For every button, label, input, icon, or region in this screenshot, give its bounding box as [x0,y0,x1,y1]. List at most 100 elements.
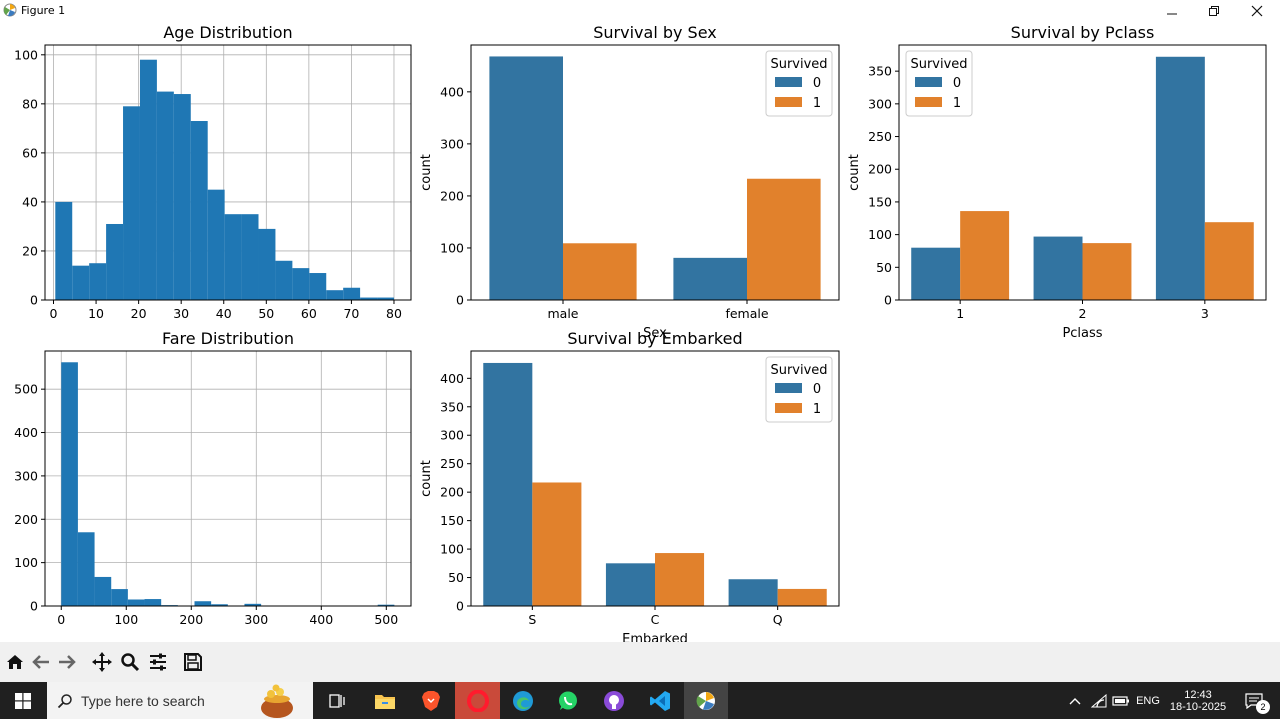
survival-by-embarked-ylabel: count [419,460,434,497]
age-distribution-xtick-label: 50 [258,306,274,321]
fare-distribution-bar [194,601,212,606]
notification-badge: 2 [1256,700,1270,714]
survival-by-pclass-legend-title: Survived [910,57,967,72]
battery-icon [1112,695,1129,706]
figure-canvas[interactable]: 0 10 20 30 40 50 60 70 80 0 20 40 60 80 100 Age Distrib… [0,22,1280,647]
matplotlib-taskbar-icon [696,691,715,710]
show-hidden-icons-button[interactable] [1064,682,1086,719]
folder-icon [375,694,395,709]
language-indicator[interactable]: ENG [1136,694,1160,707]
python-figure-button[interactable] [684,682,728,719]
survival-by-sex-xtick-label: male [548,306,579,321]
survival-by-pclass-ytick-label: 150 [868,194,892,209]
github-desktop-button[interactable] [593,682,635,719]
age-distribution-bar [258,228,276,300]
coin-pot-icon [261,684,293,718]
survival-by-sex-title: Survival by Sex [593,23,717,42]
search-placeholder: Type here to search [81,692,205,709]
age-distribution-bar [207,189,225,300]
edge-browser-button[interactable] [502,682,544,719]
survival-by-sex-ytick-label: 100 [440,240,464,255]
brave-browser-button[interactable] [410,682,452,719]
age-distribution-title: Age Distribution [163,23,292,42]
zoom-icon [121,653,140,672]
battery-button[interactable] [1110,682,1132,719]
age-distribution-ytick-label: 80 [22,96,38,111]
start-button[interactable] [0,682,46,719]
age-distribution-bar [343,287,361,300]
home-icon [7,655,23,669]
survival-by-sex-legend-label-0: 0 [813,76,821,91]
pan-icon [92,652,112,672]
survival-by-pclass-bar-2-1 [1082,243,1132,300]
window-titlebar: Figure 1 [0,0,1280,22]
opera-browser-button[interactable] [455,682,500,719]
opera-icon [466,689,489,712]
vscode-button[interactable] [639,682,681,719]
survival-by-pclass-ytick-label: 0 [884,293,892,308]
zoom-button[interactable] [118,650,142,674]
whatsapp-icon [559,691,577,710]
search-icon [57,693,72,708]
survival-by-embarked-title: Survival by Embarked [567,329,742,348]
survival-by-pclass-xtick-label: 2 [1079,306,1087,321]
vscode-icon [650,690,670,711]
forward-button[interactable] [55,650,79,674]
clock[interactable]: 12:43 18-10-2025 [1166,682,1230,719]
survival-by-embarked-bar-Q-0 [728,579,778,606]
task-view-button[interactable] [318,682,356,719]
age-distribution-bar [377,297,394,300]
edge-icon [513,690,533,711]
home-button[interactable] [3,650,27,674]
age-distribution-xtick-label: 80 [386,306,402,321]
survival-by-pclass-bar-2-0 [1033,236,1083,300]
age-distribution-ytick-label: 40 [22,194,38,209]
fare-distribution-bar [211,604,228,606]
fare-distribution-xtick-label: 200 [179,612,203,627]
survival-by-embarked-bar-C-0 [605,563,655,606]
age-distribution-bar [241,214,259,300]
wifi-icon [1091,693,1107,707]
age-distribution-xtick-label: 40 [216,306,232,321]
survival-by-pclass-bar-1-0 [911,247,961,300]
notification-center-button[interactable]: 2 [1234,682,1274,719]
back-button[interactable] [29,650,53,674]
minimize-button[interactable] [1150,0,1194,22]
fare-distribution-xtick-label: 500 [374,612,398,627]
survival-by-pclass-bar-3-1 [1204,222,1254,300]
survival-by-embarked-ytick-label: 250 [440,456,464,471]
fare-distribution-bar [244,603,262,606]
taskbar-search-box[interactable]: Type here to search [47,682,313,719]
fare-distribution-bar [144,599,162,606]
survival-by-embarked-xtick-label: C [651,612,660,627]
survival-by-pclass-axes-frame [898,44,1267,301]
survival-by-sex-ytick-label: 0 [456,293,464,308]
survival-by-pclass-ytick-label: 250 [868,129,892,144]
close-button[interactable] [1235,0,1279,22]
age-distribution-bar [360,297,378,300]
configure-button[interactable] [146,650,170,674]
survival-by-sex-ytick-label: 200 [440,188,464,203]
survival-by-pclass-ytick-label: 300 [868,96,892,111]
fare-distribution-xtick-label: 100 [114,612,138,627]
survival-by-sex-bar-male-0 [489,56,563,301]
restore-icon [1209,6,1219,16]
survival-by-pclass-bar-3-0 [1155,56,1205,301]
survival-by-pclass-xtick-label: 3 [1201,306,1209,321]
network-button[interactable] [1088,682,1110,719]
survival-by-embarked-ytick-label: 350 [440,399,464,414]
forward-icon [59,655,76,669]
restore-button[interactable] [1192,0,1236,22]
close-icon [1251,5,1263,17]
save-button[interactable] [181,650,205,674]
pan-button[interactable] [90,650,114,674]
file-explorer-button[interactable] [364,682,406,719]
fare-distribution-xtick-label: 400 [309,612,333,627]
age-distribution-bar [224,214,242,300]
fare-distribution-bar [94,576,112,606]
fare-distribution-xtick-label: 0 [57,612,65,627]
age-distribution-xtick-label: 30 [173,306,189,321]
whatsapp-button[interactable] [547,682,589,719]
survival-by-embarked-bar-S-1 [532,482,582,606]
